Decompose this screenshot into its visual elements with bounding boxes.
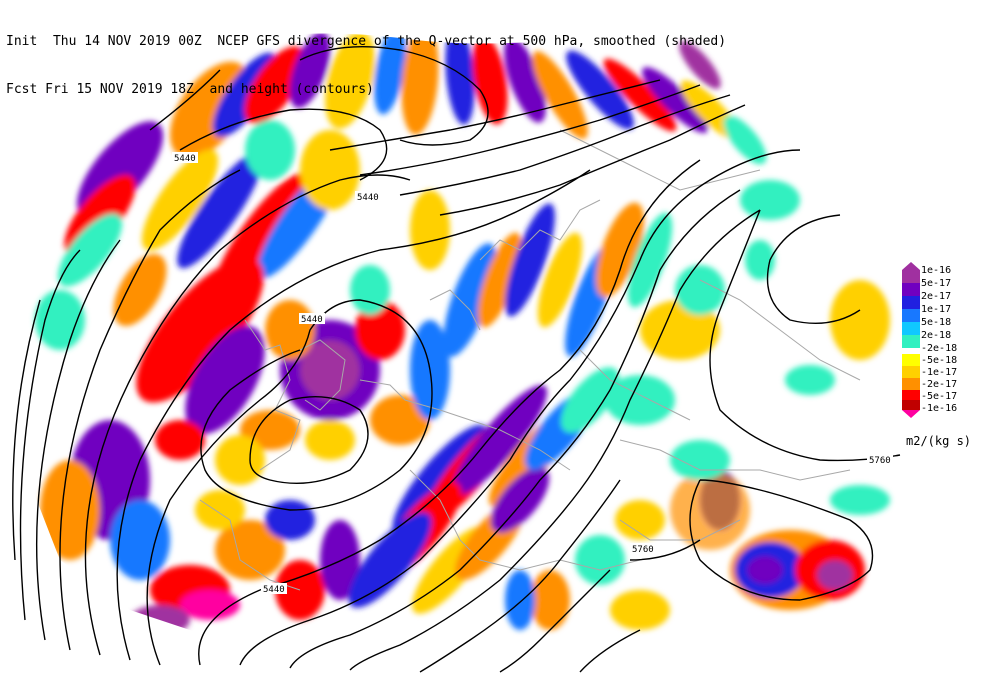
title-line-1: NCEP GFS divergence of the Q-vector at 5… [217,34,727,49]
contour-label: 5440 [301,315,323,325]
legend-units: m2/(kg s) [906,434,972,448]
color-swatch [902,348,920,354]
color-swatch [902,335,920,348]
colorbar-bottom-arrow [902,410,920,418]
legend-label: -2e-18 [921,343,958,354]
coastlines [199,129,861,591]
header-line-1: Init Thu 14 NOV 2019 00Z NCEP GFS diverg… [6,34,726,50]
color-swatch [902,283,920,296]
color-swatch [902,366,920,378]
contour-label: 5440 [263,585,285,595]
color-swatch [902,390,920,400]
color-swatch [902,378,920,390]
legend-label: 2e-18 [921,330,952,341]
legend-label: -2e-17 [921,379,958,390]
nw-banding [170,33,767,165]
colorbar [902,262,920,418]
header: Init Thu 14 NOV 2019 00Z NCEP GFS diverg… [6,2,726,114]
contour-label: 5760 [632,545,654,555]
europe-banding [348,190,673,630]
title-line-2: and height (contours) [209,82,374,97]
colorbar-top-arrow [902,262,920,270]
legend-label: 1e-16 [921,265,952,276]
legend-label: 1e-17 [921,304,952,315]
fcst-label: Fcst [6,82,38,97]
fcst-time: Fri 15 NOV 2019 18Z [45,82,194,97]
color-swatch [902,322,920,335]
color-swatch [902,296,920,309]
color-swatch [902,400,920,410]
contour-label: 5760 [869,456,891,466]
header-line-2: Fcst Fri 15 NOV 2019 18Z and height (con… [6,82,726,98]
atlantic-banding [35,120,360,350]
contour-label-group: 5440 5440 5440 5440 5760 5760 [172,152,893,595]
color-swatch [902,309,920,322]
color-swatch [902,270,920,283]
legend-label: 5e-17 [921,278,952,289]
color-swatch [902,354,920,366]
legend-label: 2e-17 [921,291,952,302]
contour-label: 5440 [174,154,196,164]
legend-label: -1e-17 [921,367,958,378]
legend-label: -5e-18 [921,355,958,366]
legend-label: -5e-17 [921,391,958,402]
contour-label: 5440 [357,193,379,203]
init-time: Thu 14 NOV 2019 00Z [52,34,202,49]
legend-label: -1e-16 [921,403,958,414]
height-contours [12,45,901,673]
legend-label: 5e-18 [921,317,952,328]
init-label: Init [6,34,38,49]
